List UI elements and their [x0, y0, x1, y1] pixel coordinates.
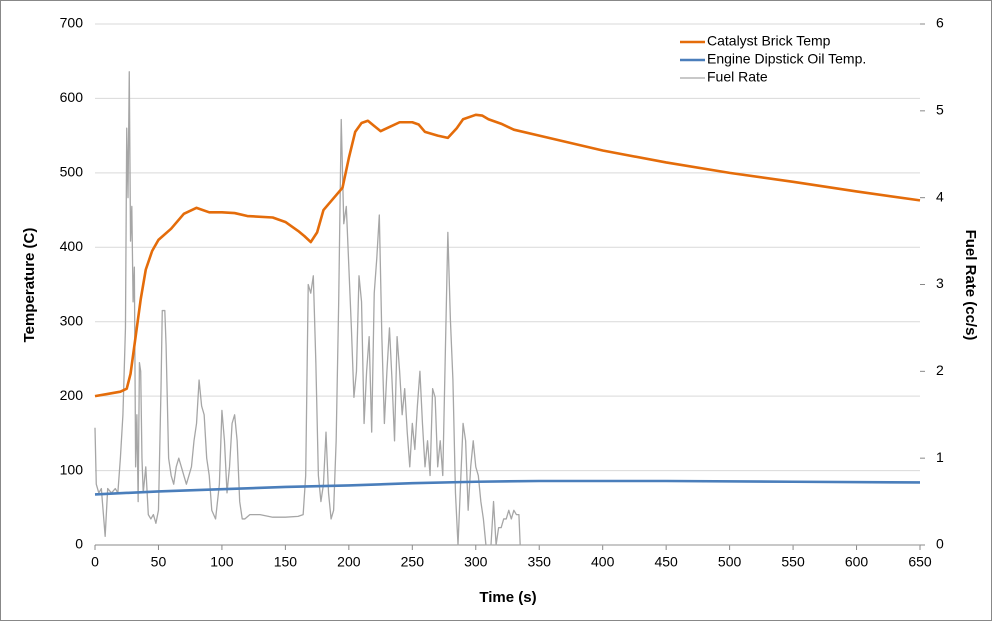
y2-tick-label: 5	[936, 102, 944, 118]
series-line	[94, 479, 921, 496]
legend-label: Engine Dipstick Oil Temp.	[707, 51, 866, 67]
x-tick-label: 450	[654, 554, 678, 570]
x-tick-label: 350	[528, 554, 552, 570]
y2-tick-label: 0	[936, 536, 944, 552]
x-tick-label: 200	[337, 554, 361, 570]
y-tick-label: 700	[60, 15, 84, 31]
x-axis-title: Time (s)	[479, 589, 536, 606]
y2-tick-label: 3	[936, 275, 944, 291]
x-tick-label: 250	[401, 554, 425, 570]
y-tick-label: 200	[60, 387, 84, 403]
x-tick-label: 600	[845, 554, 869, 570]
y-tick-label: 300	[60, 312, 84, 328]
x-tick-label: 0	[91, 554, 99, 570]
y2-tick-label: 2	[936, 362, 944, 378]
y-tick-label: 0	[75, 536, 83, 552]
legend-label: Catalyst Brick Temp	[707, 33, 831, 49]
y-tick-label: 500	[60, 164, 84, 180]
x-tick-label: 400	[591, 554, 615, 570]
x-tick-label: 50	[151, 554, 167, 570]
y-tick-label: 600	[60, 89, 84, 105]
y-axis-title: Temperature (C)	[21, 228, 38, 343]
y2-tick-label: 1	[936, 449, 944, 465]
y2-tick-label: 4	[936, 188, 944, 204]
x-tick-label: 300	[464, 554, 488, 570]
x-tick-label: 650	[908, 554, 932, 570]
y2-tick-label: 6	[936, 15, 944, 31]
x-tick-label: 100	[210, 554, 234, 570]
y2-axis-title: Fuel Rate (cc/s)	[962, 230, 979, 341]
series-line	[94, 71, 920, 546]
series-line	[94, 113, 921, 398]
legend-label: Fuel Rate	[707, 69, 768, 85]
x-tick-label: 550	[781, 554, 805, 570]
x-tick-label: 150	[274, 554, 298, 570]
x-tick-label: 500	[718, 554, 742, 570]
y-tick-label: 100	[60, 461, 84, 477]
y-tick-label: 400	[60, 238, 84, 254]
